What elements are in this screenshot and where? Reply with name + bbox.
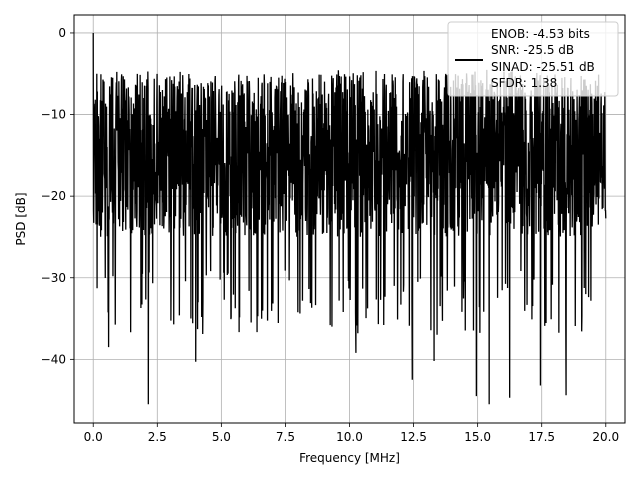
y-tick-label: −30 [41,271,66,285]
y-axis-label: PSD [dB] [14,192,28,245]
x-tick-label: 7.5 [276,430,295,444]
y-tick-label: −20 [41,189,66,203]
legend-box [447,21,619,97]
x-tick-label: 20.0 [592,430,619,444]
legend-entry-snr: SNR: -25.5 dB [491,43,574,57]
y-axis-ticks: 0 −10 −20 −30 −40 [41,26,74,366]
legend: ENOB: -4.53 bits SNR: -25.5 dB SINAD: -2… [447,21,619,97]
x-tick-label: 10.0 [336,430,363,444]
x-tick-label: 0.0 [84,430,103,444]
x-axis-ticks: 0.0 2.5 5.0 7.5 10.0 12.5 15.0 17.5 20.0 [84,423,619,444]
x-tick-label: 15.0 [464,430,491,444]
y-tick-label: −10 [41,108,66,122]
x-tick-label: 2.5 [148,430,167,444]
y-tick-label: −40 [41,352,66,366]
x-tick-label: 5.0 [212,430,231,444]
legend-entry-sinad: SINAD: -25.51 dB [491,60,595,74]
legend-entry-enob: ENOB: -4.53 bits [491,27,590,41]
y-tick-label: 0 [58,26,66,40]
x-axis-label: Frequency [MHz] [299,451,400,465]
x-tick-label: 17.5 [528,430,555,444]
x-tick-label: 12.5 [400,430,427,444]
legend-entry-sfdr: SFDR: 1.38 [491,76,557,90]
